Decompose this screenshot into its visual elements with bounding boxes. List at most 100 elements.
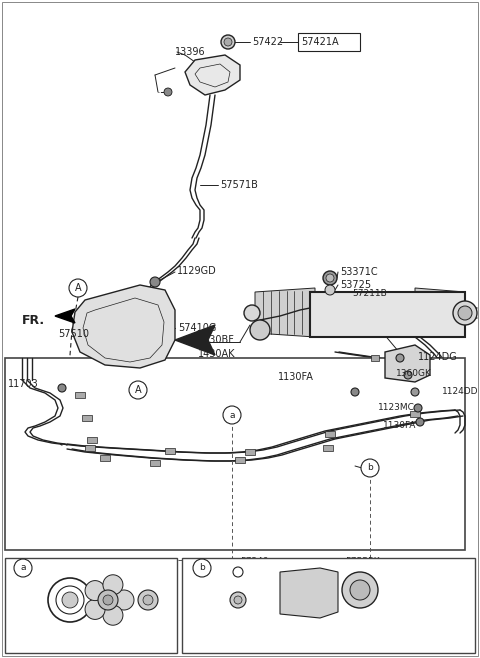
Circle shape: [150, 277, 160, 287]
Circle shape: [98, 590, 118, 610]
Circle shape: [404, 371, 412, 379]
Circle shape: [143, 595, 153, 605]
Text: 57410G: 57410G: [178, 323, 216, 333]
Bar: [323, 445, 333, 451]
Bar: [165, 448, 175, 454]
Text: 1124DG: 1124DG: [418, 352, 458, 362]
Circle shape: [85, 599, 105, 619]
Text: 57239E: 57239E: [220, 605, 254, 615]
Text: 1129GD: 1129GD: [177, 266, 217, 276]
Bar: [87, 437, 97, 443]
Bar: [85, 445, 95, 451]
Text: 57240: 57240: [240, 557, 268, 567]
Bar: [75, 392, 85, 398]
Bar: [325, 431, 335, 437]
Circle shape: [193, 559, 211, 577]
Circle shape: [234, 596, 242, 604]
Text: A: A: [75, 283, 81, 293]
Bar: [310, 292, 465, 337]
Bar: [82, 415, 92, 421]
Circle shape: [223, 406, 241, 424]
Text: 1360GK: 1360GK: [396, 370, 432, 378]
Bar: [100, 455, 110, 461]
Bar: [245, 449, 255, 455]
Bar: [182, 558, 475, 653]
Circle shape: [129, 381, 147, 399]
Circle shape: [56, 586, 84, 614]
Text: 57510: 57510: [58, 329, 89, 339]
Text: b: b: [367, 463, 373, 472]
Text: a: a: [229, 411, 235, 420]
Bar: [406, 359, 414, 365]
Text: 57555K: 57555K: [345, 557, 380, 567]
Circle shape: [103, 595, 113, 605]
Polygon shape: [55, 309, 75, 323]
Text: 13396: 13396: [175, 47, 205, 57]
Bar: [371, 355, 379, 361]
Circle shape: [416, 418, 424, 426]
Polygon shape: [280, 568, 338, 618]
Text: 1430BF: 1430BF: [198, 335, 235, 345]
Circle shape: [250, 320, 270, 340]
Polygon shape: [72, 285, 175, 368]
Circle shape: [114, 590, 134, 610]
Circle shape: [396, 354, 404, 362]
Circle shape: [138, 590, 158, 610]
Circle shape: [453, 301, 477, 325]
Text: 1130FA: 1130FA: [383, 422, 416, 430]
Text: 57571B: 57571B: [220, 180, 258, 190]
Circle shape: [350, 580, 370, 600]
Text: 57239E: 57239E: [78, 630, 112, 640]
Circle shape: [414, 404, 422, 412]
Text: b: b: [199, 563, 205, 572]
Text: 1430AK: 1430AK: [198, 349, 236, 359]
Bar: [410, 411, 420, 417]
Circle shape: [325, 285, 335, 295]
Circle shape: [323, 271, 337, 285]
Circle shape: [244, 305, 260, 321]
Text: 57421A: 57421A: [301, 37, 338, 47]
Circle shape: [411, 388, 419, 396]
Bar: [5, 358, 465, 550]
Text: A: A: [135, 385, 141, 395]
Circle shape: [164, 88, 172, 96]
Polygon shape: [175, 325, 215, 355]
Text: 57240: 57240: [86, 561, 114, 570]
Text: 57252B: 57252B: [320, 634, 355, 642]
Polygon shape: [385, 345, 430, 382]
Circle shape: [14, 559, 32, 577]
Circle shape: [62, 592, 78, 608]
Text: 1124DD: 1124DD: [442, 386, 479, 395]
Circle shape: [48, 578, 92, 622]
Circle shape: [458, 306, 472, 320]
Circle shape: [351, 388, 359, 396]
Circle shape: [103, 605, 123, 625]
Circle shape: [103, 575, 123, 595]
Bar: [235, 457, 245, 463]
Text: 53371C: 53371C: [340, 267, 378, 277]
Text: 53725: 53725: [340, 280, 371, 290]
Circle shape: [224, 38, 232, 46]
Text: 1123MC: 1123MC: [378, 403, 415, 413]
Bar: [150, 460, 160, 466]
Circle shape: [326, 274, 334, 282]
Text: 1130FA: 1130FA: [278, 372, 314, 382]
Circle shape: [221, 35, 235, 49]
Circle shape: [230, 592, 246, 608]
Circle shape: [69, 279, 87, 297]
Circle shape: [342, 572, 378, 608]
Text: FR.: FR.: [22, 313, 45, 326]
Text: a: a: [20, 563, 26, 572]
Polygon shape: [415, 288, 465, 337]
Polygon shape: [255, 288, 315, 337]
Text: 57422: 57422: [252, 37, 283, 47]
Circle shape: [85, 580, 105, 601]
Bar: [5, 558, 177, 653]
Circle shape: [233, 567, 243, 577]
Polygon shape: [185, 55, 240, 95]
Circle shape: [164, 88, 172, 96]
Bar: [298, 33, 360, 51]
Text: 11703: 11703: [8, 379, 39, 389]
Circle shape: [58, 384, 66, 392]
Circle shape: [361, 459, 379, 477]
